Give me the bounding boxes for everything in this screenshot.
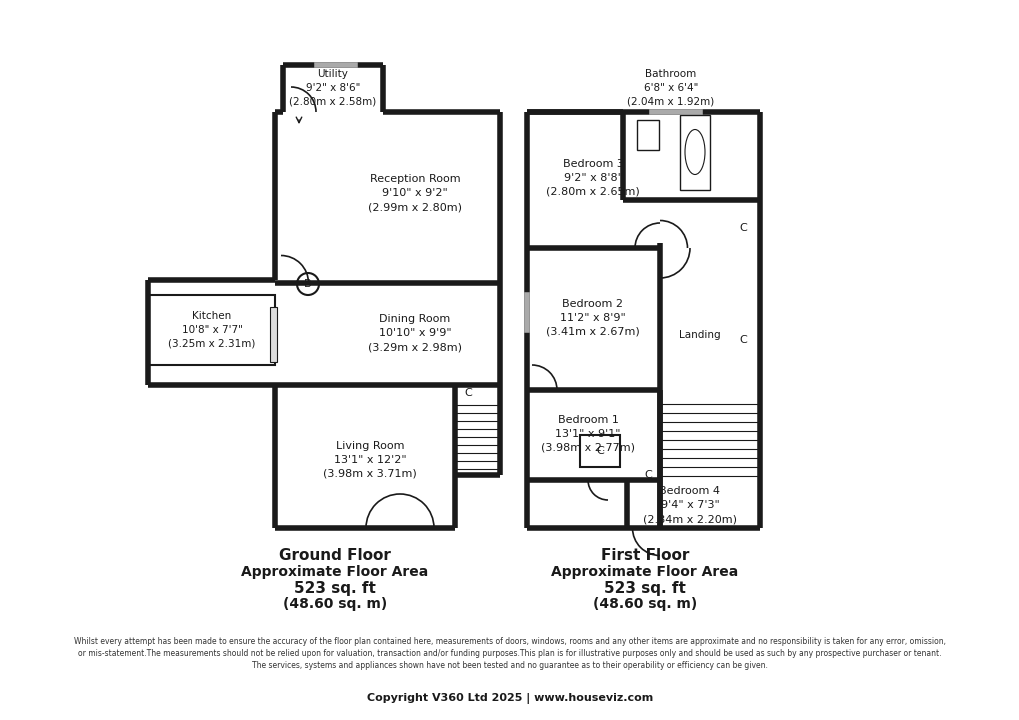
Text: (48.60 sq. m): (48.60 sq. m) <box>592 597 696 611</box>
Text: Reception Room
9'10" x 9'2"
(2.99m x 2.80m): Reception Room 9'10" x 9'2" (2.99m x 2.8… <box>368 174 462 212</box>
Text: Ground Floor: Ground Floor <box>279 549 390 564</box>
Text: 523 sq. ft: 523 sq. ft <box>603 580 685 595</box>
Text: 523 sq. ft: 523 sq. ft <box>293 580 376 595</box>
Text: Bedroom 1
13'1" x 9'1"
(3.98m x 2.77m): Bedroom 1 13'1" x 9'1" (3.98m x 2.77m) <box>540 415 635 453</box>
Text: Bedroom 2
11'2" x 8'9"
(3.41m x 2.67m): Bedroom 2 11'2" x 8'9" (3.41m x 2.67m) <box>545 299 639 337</box>
Text: C: C <box>739 223 746 233</box>
Bar <box>637 120 658 150</box>
Bar <box>580 435 620 467</box>
Text: Approximate Floor Area: Approximate Floor Area <box>242 565 428 579</box>
Text: C: C <box>643 470 651 480</box>
Text: Bathroom
6'8" x 6'4"
(2.04m x 1.92m): Bathroom 6'8" x 6'4" (2.04m x 1.92m) <box>627 69 714 107</box>
Text: C: C <box>739 335 746 345</box>
Text: Bedroom 3
9'2" x 8'8"
(2.80m x 2.65m): Bedroom 3 9'2" x 8'8" (2.80m x 2.65m) <box>545 159 639 197</box>
Text: The services, systems and appliances shown have not been tested and no guarantee: The services, systems and appliances sho… <box>252 660 767 670</box>
Text: Bedroom 4
9'4" x 7'3"
(2.84m x 2.20m): Bedroom 4 9'4" x 7'3" (2.84m x 2.20m) <box>642 486 737 524</box>
Text: C: C <box>464 388 472 398</box>
Text: Approximate Floor Area: Approximate Floor Area <box>551 565 738 579</box>
Text: C: C <box>595 446 603 456</box>
Text: Kitchen
10'8" x 7'7"
(3.25m x 2.31m): Kitchen 10'8" x 7'7" (3.25m x 2.31m) <box>168 311 256 349</box>
Text: First Floor: First Floor <box>600 549 689 564</box>
Text: (48.60 sq. m): (48.60 sq. m) <box>282 597 387 611</box>
Text: Landing: Landing <box>679 330 720 340</box>
Text: Living Room
13'1" x 12'2"
(3.98m x 3.71m): Living Room 13'1" x 12'2" (3.98m x 3.71m… <box>323 441 417 479</box>
Bar <box>270 307 277 362</box>
Bar <box>680 115 709 190</box>
Text: B: B <box>304 279 312 289</box>
Text: Copyright V360 Ltd 2025 | www.houseviz.com: Copyright V360 Ltd 2025 | www.houseviz.c… <box>367 693 652 703</box>
Bar <box>148 295 275 365</box>
Text: Utility
9'2" x 8'6"
(2.80m x 2.58m): Utility 9'2" x 8'6" (2.80m x 2.58m) <box>289 69 376 107</box>
Text: or mis-statement.The measurements should not be relied upon for valuation, trans: or mis-statement.The measurements should… <box>78 649 941 657</box>
Text: Dining Room
10'10" x 9'9"
(3.29m x 2.98m): Dining Room 10'10" x 9'9" (3.29m x 2.98m… <box>368 314 462 352</box>
Text: Whilst every attempt has been made to ensure the accuracy of the floor plan cont: Whilst every attempt has been made to en… <box>74 636 945 646</box>
